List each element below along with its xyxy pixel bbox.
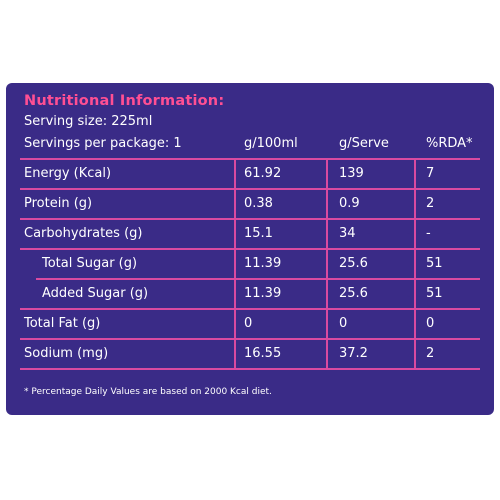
row-divider <box>20 218 480 220</box>
value-per-serve: 0 <box>339 316 348 331</box>
value-per-serve: 0.9 <box>339 196 360 211</box>
header-per-serve: g/Serve <box>339 136 389 151</box>
value-per-serve: 34 <box>339 226 356 241</box>
table-row: Energy (Kcal) 61.92 139 7 <box>6 159 494 189</box>
row-divider <box>20 188 480 190</box>
serving-size: Serving size: 225ml <box>24 114 153 129</box>
table-row: Protein (g) 0.38 0.9 2 <box>6 189 494 219</box>
table-row: Total Fat (g) 0 0 0 <box>6 309 494 339</box>
table-row: Carbohydrates (g) 15.1 34 - <box>6 219 494 249</box>
row-divider <box>20 368 480 370</box>
value-per-100ml: 16.55 <box>244 346 282 361</box>
column-divider <box>326 158 328 368</box>
value-per-100ml: 0 <box>244 316 253 331</box>
column-divider <box>414 158 416 368</box>
value-rda: 2 <box>426 346 435 361</box>
value-rda: 7 <box>426 166 435 181</box>
row-divider <box>20 158 480 160</box>
row-divider <box>36 278 480 280</box>
table-row: Sodium (mg) 16.55 37.2 2 <box>6 339 494 369</box>
value-rda: - <box>426 226 431 241</box>
nutrient-name: Energy (Kcal) <box>24 166 112 181</box>
nutrient-name: Total Sugar (g) <box>42 256 138 271</box>
value-per-serve: 37.2 <box>339 346 368 361</box>
value-rda: 51 <box>426 286 443 301</box>
value-per-100ml: 61.92 <box>244 166 282 181</box>
nutrition-title: Nutritional Information: <box>24 93 225 109</box>
header-per-100ml: g/100ml <box>244 136 298 151</box>
nutrition-panel: Nutritional Information: Serving size: 2… <box>6 83 494 415</box>
table-row: Total Sugar (g) 11.39 25.6 51 <box>6 249 494 279</box>
value-rda: 51 <box>426 256 443 271</box>
value-per-100ml: 11.39 <box>244 256 282 271</box>
table-row: Added Sugar (g) 11.39 25.6 51 <box>6 279 494 309</box>
row-divider <box>20 248 480 250</box>
value-per-serve: 139 <box>339 166 364 181</box>
header-rda: %RDA* <box>426 136 473 151</box>
nutrient-name: Protein (g) <box>24 196 93 211</box>
value-per-serve: 25.6 <box>339 286 368 301</box>
servings-per-package: Servings per package: 1 <box>24 136 182 151</box>
value-rda: 2 <box>426 196 435 211</box>
value-rda: 0 <box>426 316 435 331</box>
value-per-100ml: 11.39 <box>244 286 282 301</box>
row-divider <box>20 308 480 310</box>
value-per-100ml: 15.1 <box>244 226 273 241</box>
nutrient-name: Sodium (mg) <box>24 346 109 361</box>
nutrient-name: Added Sugar (g) <box>42 286 149 301</box>
row-divider <box>20 338 480 340</box>
nutrient-name: Carbohydrates (g) <box>24 226 143 241</box>
value-per-100ml: 0.38 <box>244 196 273 211</box>
nutrient-name: Total Fat (g) <box>24 316 101 331</box>
footnote: * Percentage Daily Values are based on 2… <box>24 387 272 397</box>
column-divider <box>234 158 236 368</box>
value-per-serve: 25.6 <box>339 256 368 271</box>
